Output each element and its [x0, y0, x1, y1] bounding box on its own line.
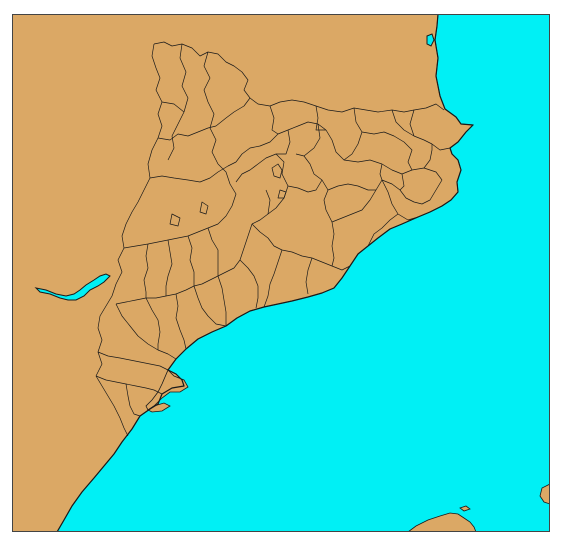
- coast-fragment-right: [539, 483, 550, 505]
- coastline: [56, 14, 474, 532]
- ebro-river: [34, 273, 111, 301]
- ebro-delta: [145, 369, 189, 411]
- map-border: [12, 14, 550, 532]
- northeast-lake: [426, 33, 435, 47]
- island-north-tip: [407, 512, 477, 532]
- map-frame: [12, 14, 550, 532]
- map-canvas[interactable]: [12, 14, 550, 532]
- island-islet: [459, 505, 471, 512]
- comarca-borders: [95, 41, 451, 437]
